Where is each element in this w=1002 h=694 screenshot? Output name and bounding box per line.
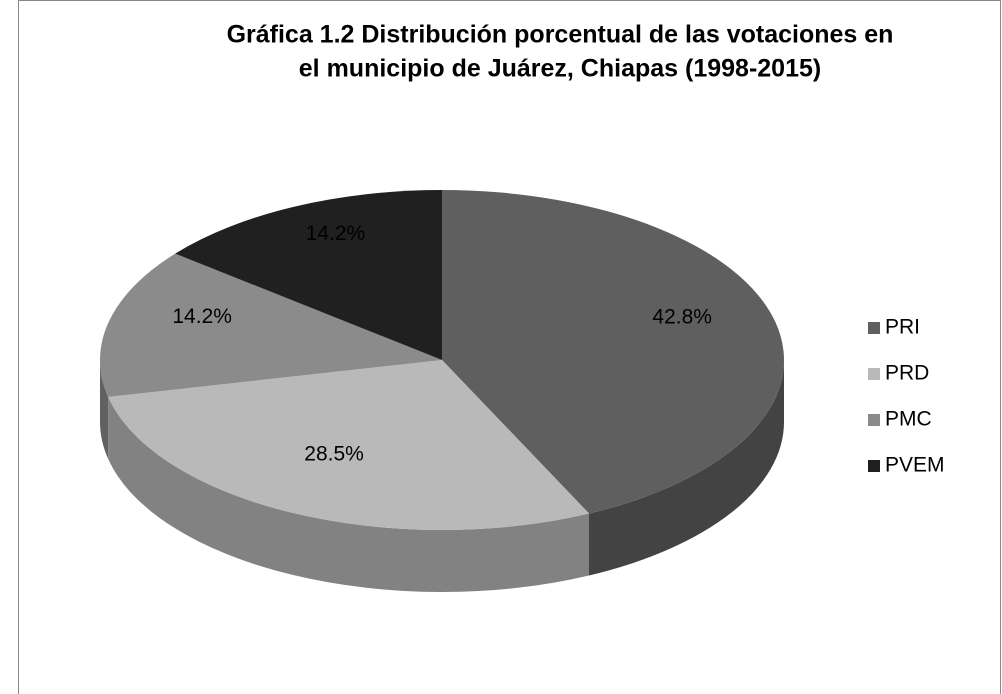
legend-swatch xyxy=(868,460,880,472)
legend-label: PRD xyxy=(885,362,929,385)
legend-swatch xyxy=(868,368,880,380)
pie-slice xyxy=(175,190,442,360)
legend-swatch xyxy=(868,322,880,334)
chart-title: el municipio de Juárez, Chiapas (1998-20… xyxy=(299,55,821,83)
pie-side xyxy=(108,396,589,592)
pie-slice xyxy=(442,190,785,514)
chart-title: Gráfica 1.2 Distribución porcentual de l… xyxy=(227,21,894,49)
data-label: 42.8% xyxy=(652,306,712,329)
legend-label: PRI xyxy=(885,316,920,339)
data-label: 28.5% xyxy=(304,443,364,466)
data-label: 14.2% xyxy=(306,222,366,245)
legend-label: PMC xyxy=(885,408,932,431)
pie-slice xyxy=(99,253,442,397)
pie-side xyxy=(588,360,784,576)
data-label: 14.2% xyxy=(172,305,232,328)
pie-slice xyxy=(108,360,589,530)
legend-swatch xyxy=(868,414,880,426)
legend-label: PVEM xyxy=(885,454,945,477)
pie-side xyxy=(100,360,109,459)
